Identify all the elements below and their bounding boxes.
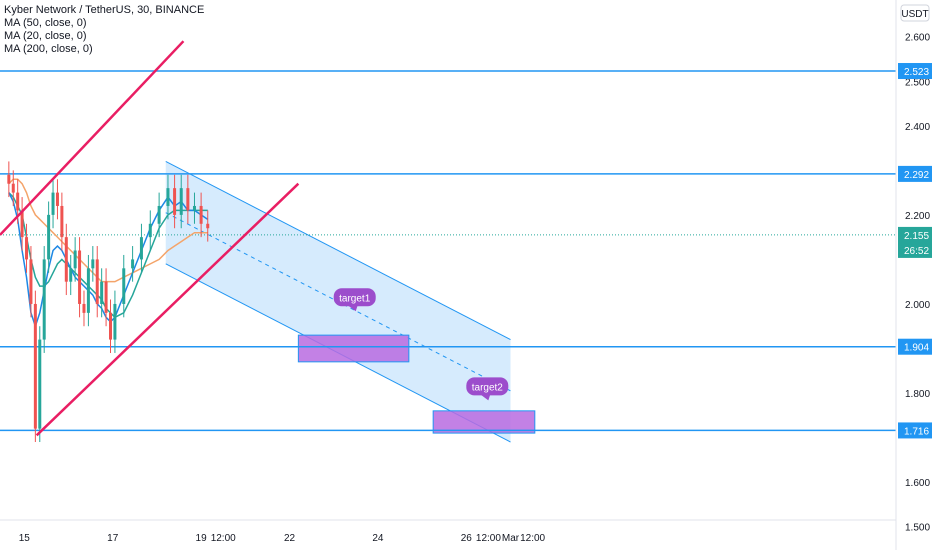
note-label: target1: [339, 293, 371, 304]
x-tick-label: Mar: [502, 533, 520, 544]
candle-body: [82, 303, 86, 313]
candle-body: [199, 205, 203, 224]
x-tick-label: 17: [107, 533, 119, 544]
candle-body: [73, 250, 77, 269]
current-price-tag: [898, 226, 932, 258]
candle-body: [113, 303, 117, 340]
price-tag-label: 1.904: [904, 343, 929, 354]
x-tick-label: 15: [19, 533, 31, 544]
candle-body: [91, 259, 95, 269]
y-tick-label: 2.000: [905, 300, 930, 311]
price-tag-label: 2.523: [904, 67, 929, 78]
y-tick-label: 2.200: [905, 211, 930, 222]
legend-ma20: MA (20, close, 0): [4, 30, 87, 42]
x-tick-label: 22: [284, 533, 296, 544]
candle-body: [42, 259, 46, 340]
candle-body: [104, 281, 108, 313]
y-tick-label: 1.500: [905, 523, 930, 534]
candle-body: [86, 268, 90, 313]
lower-trendline[interactable]: [35, 182, 300, 437]
candle-body: [38, 339, 42, 429]
bar-countdown-label: 26:52: [904, 246, 929, 257]
candle-body: [11, 183, 15, 193]
y-tick-label: 1.600: [905, 478, 930, 489]
legend-ma200: MA (200, close, 0): [4, 43, 93, 55]
candle-body: [25, 237, 29, 260]
candle-body: [69, 268, 73, 282]
candle-body: [29, 259, 33, 304]
target-box[interactable]: [432, 410, 536, 434]
candle-body: [55, 192, 59, 206]
symbol-title: Kyber Network / TetherUS, 30, BINANCE: [4, 4, 205, 16]
y-tick-label: 2.500: [905, 77, 930, 88]
candle-body: [166, 188, 170, 206]
candle-body: [109, 312, 112, 340]
note-label: target2: [472, 382, 504, 393]
candle-body: [100, 281, 104, 304]
y-tick-label: 2.400: [905, 122, 930, 133]
candle-body: [16, 192, 20, 211]
current-price-label: 2.155: [904, 231, 929, 242]
x-tick-label: 26: [461, 533, 473, 544]
price-tag: [898, 63, 932, 80]
candle-body: [33, 303, 37, 429]
price-tag: [898, 165, 932, 182]
candle-body: [64, 237, 68, 282]
x-tick-label: 19: [196, 533, 208, 544]
legend-ma50: MA (50, close, 0): [4, 17, 87, 29]
candle-body: [47, 214, 51, 260]
candle-body: [206, 223, 210, 229]
candle-body: [139, 237, 143, 260]
candle-body: [122, 268, 126, 304]
candle-body: [173, 188, 177, 215]
candle-body: [157, 205, 161, 224]
unit-label: USDT: [901, 9, 928, 20]
candle-body: [148, 223, 152, 238]
candle-body: [179, 188, 183, 215]
note-pointer: [347, 305, 358, 312]
x-tick-label: 12:00: [476, 533, 501, 544]
candle-body: [95, 259, 99, 304]
price-tag: [898, 338, 932, 355]
price-tag: [898, 422, 932, 439]
candle-body: [78, 250, 82, 304]
y-tick-label: 1.800: [905, 389, 930, 400]
candle-body: [131, 259, 135, 269]
price-tag-label: 2.292: [904, 170, 929, 181]
candle-body: [186, 188, 190, 211]
x-tick-label: 24: [372, 533, 384, 544]
x-tick-label: 12:00: [520, 533, 545, 544]
candle-body: [51, 192, 55, 215]
chart-legend: Kyber Network / TetherUS, 30, BINANCE MA…: [4, 4, 204, 56]
candle-body: [60, 205, 64, 238]
price-tag-label: 1.716: [904, 426, 929, 437]
y-tick-label: 2.600: [905, 33, 930, 44]
x-tick-label: 12:00: [211, 533, 236, 544]
target-box[interactable]: [297, 334, 410, 363]
upper-trendline[interactable]: [0, 40, 185, 236]
candle-body: [7, 174, 11, 184]
candle-body: [20, 210, 24, 238]
note-bubble[interactable]: [466, 377, 509, 396]
note-pointer: [480, 394, 491, 401]
unit-badge[interactable]: [900, 4, 930, 22]
note-bubble[interactable]: [333, 288, 376, 307]
candle-body: [192, 205, 196, 211]
channel-upper-line[interactable]: [165, 160, 511, 341]
